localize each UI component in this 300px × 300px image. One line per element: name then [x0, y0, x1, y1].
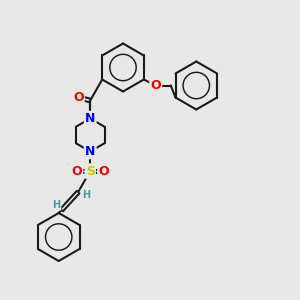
Text: O: O — [73, 91, 83, 104]
Text: H: H — [82, 190, 90, 200]
Text: N: N — [85, 112, 95, 125]
Text: S: S — [86, 164, 95, 178]
Text: O: O — [151, 79, 161, 92]
Text: O: O — [98, 164, 109, 178]
Text: H: H — [52, 200, 60, 210]
Text: N: N — [85, 145, 95, 158]
Text: O: O — [71, 164, 82, 178]
